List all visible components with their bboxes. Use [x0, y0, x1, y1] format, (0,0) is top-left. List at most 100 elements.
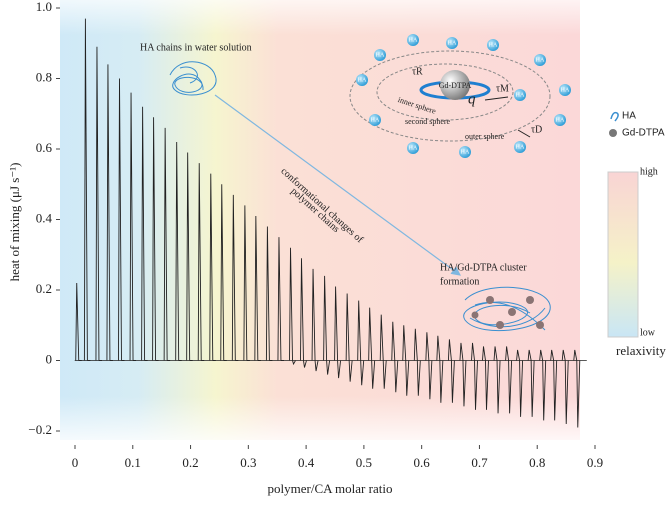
y-tick-label: 0.8: [36, 69, 52, 84]
colorbar-title: relaxivity: [616, 343, 666, 358]
trough: [439, 360, 444, 403]
x-tick-label: 0.9: [587, 455, 603, 470]
peak: [471, 342, 475, 361]
ha-ball-label: HA: [561, 87, 570, 93]
ha-ball: [534, 54, 546, 66]
ha-ball-label: HA: [409, 37, 418, 43]
peak: [163, 127, 168, 361]
peak: [254, 215, 259, 361]
y-tick-label: −0.2: [28, 422, 52, 437]
peak: [129, 92, 134, 361]
ha-ball-label: HA: [489, 42, 498, 48]
x-axis-label: polymer/CA molar ratio: [268, 481, 393, 496]
peak: [425, 332, 430, 361]
x-tick-label: 0.3: [240, 455, 256, 470]
annotation: HA/Gd-DTPA cluster: [440, 262, 527, 273]
trough: [371, 360, 376, 389]
ha-ball: [514, 141, 526, 153]
trough: [474, 360, 478, 410]
trough: [405, 360, 410, 396]
y-tick-label: 0.6: [36, 140, 53, 155]
trough: [416, 360, 421, 396]
trough: [337, 360, 342, 379]
trough: [450, 360, 455, 403]
x-tick-label: 0.6: [414, 455, 431, 470]
y-tick-label: 0.4: [36, 210, 53, 225]
peak: [289, 247, 293, 361]
peak: [368, 307, 373, 361]
ha-ball-label: HA: [358, 77, 367, 83]
peak: [391, 321, 396, 361]
x-tick-label: 0: [72, 455, 79, 470]
trough: [314, 360, 319, 372]
x-tick-label: 0.8: [529, 455, 545, 470]
annotation: HA chains in water solution: [140, 42, 252, 53]
y-tick-label: 0.2: [36, 281, 52, 296]
peak: [527, 349, 532, 361]
peak: [413, 328, 418, 361]
plot: [74, 18, 587, 428]
ha-ball: [369, 114, 381, 126]
x-tick-label: 0.2: [182, 455, 198, 470]
peak: [141, 106, 146, 361]
trough: [326, 360, 331, 375]
peak: [243, 205, 248, 361]
peak: [277, 237, 282, 361]
ha-molecules: HA HA HA HA HA HA HA HA HA HA HA HA HA: [356, 34, 571, 158]
colorbar-label: high: [640, 166, 658, 177]
peak: [83, 18, 88, 361]
trough: [576, 360, 581, 428]
trough: [542, 360, 547, 421]
peak: [300, 258, 304, 361]
y-tick-label: 1.0: [36, 0, 52, 14]
annotation: τR: [412, 66, 423, 77]
ha-ball-label: HA: [448, 40, 457, 46]
peak: [220, 184, 225, 361]
ha-ball-label: HA: [516, 144, 525, 150]
ha-ball-label: HA: [556, 117, 565, 123]
ha-ball: [407, 142, 419, 154]
peak: [197, 163, 202, 361]
peak: [175, 141, 180, 361]
peak: [402, 325, 407, 361]
trough: [485, 360, 489, 410]
peak: [106, 64, 111, 361]
trough: [428, 360, 433, 400]
annotation: second sphere: [405, 117, 451, 126]
ha-ball: [514, 89, 526, 101]
trough: [553, 360, 558, 421]
colorbar-label: low: [640, 327, 656, 338]
peak: [379, 314, 384, 361]
peak: [357, 300, 362, 361]
axes: −0.2 0 0.2 0.4 0.6 0.8 1.0 0 0.1 0.2 0.3 0.4 0.5 0.6 0…: [28, 0, 603, 470]
annotation: q: [468, 91, 476, 107]
trough: [508, 360, 513, 414]
peak: [311, 268, 316, 361]
peak: [152, 117, 157, 361]
x-tick-label: 0.1: [125, 455, 141, 470]
peak: [231, 194, 236, 361]
ha-ball-label: HA: [376, 52, 385, 58]
ha-ball: [559, 84, 571, 96]
peak: [447, 339, 452, 361]
trough: [519, 360, 524, 417]
trough: [360, 360, 365, 386]
peak: [265, 226, 270, 361]
trough: [530, 360, 535, 417]
trough: [462, 360, 467, 407]
ha-ball-label: HA: [409, 145, 418, 151]
peak: [186, 152, 191, 361]
legend-label: HA: [622, 111, 636, 122]
ha-ball-label: HA: [461, 149, 470, 155]
peak: [345, 293, 350, 361]
ha-ball-label: HA: [516, 92, 525, 98]
peak: [459, 342, 464, 361]
trough: [496, 360, 501, 414]
ha-ball-label: HA: [536, 57, 545, 63]
peak: [209, 173, 214, 361]
ha-ball-label: HA: [371, 117, 380, 123]
annotation: Gd-DTPA: [439, 81, 472, 90]
peak: [482, 346, 486, 361]
ha-ball: [374, 49, 386, 61]
